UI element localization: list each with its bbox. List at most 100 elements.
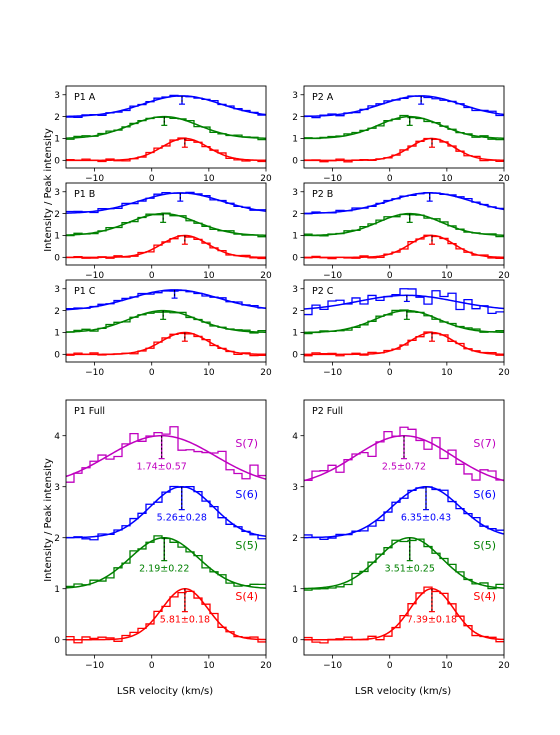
- fit-curve-s5: [304, 309, 504, 334]
- plot-area-p1-b: [66, 191, 266, 260]
- panel-title-p2-b: P2 B: [312, 189, 333, 200]
- x-tick-label: 10: [203, 271, 215, 281]
- y-tick-label: 2: [54, 210, 60, 220]
- plot-area-p2-full: [304, 426, 504, 644]
- x-tick-label: 20: [260, 174, 272, 184]
- spectrum-s4: [66, 590, 266, 644]
- fit-curve-s4: [304, 331, 504, 356]
- series-label-s7: S(7): [473, 437, 496, 450]
- x-tick-label: −10: [323, 661, 342, 671]
- fit-curve-s5: [66, 536, 266, 589]
- y-tick-label: 1: [292, 232, 298, 242]
- fit-curve-s5: [66, 309, 266, 334]
- axes-frame-p2-c: [303, 279, 505, 363]
- y-tick-label: 4: [54, 432, 60, 442]
- axes-frame-p2-a: [303, 85, 505, 169]
- y-tick-label: 3: [54, 483, 60, 493]
- y-tick-label: 0: [292, 351, 298, 361]
- fit-curve-s5: [304, 536, 504, 590]
- y-tick-label: 3: [54, 188, 60, 198]
- panel-title-p1-c: P1 C: [74, 286, 96, 297]
- y-tick-label: 3: [292, 285, 298, 295]
- x-tick-label: 20: [498, 174, 510, 184]
- y-tick-label: 0: [54, 351, 60, 361]
- x-tick-label: 0: [387, 174, 393, 184]
- x-tick-label: −10: [323, 368, 342, 378]
- x-tick-label: 10: [441, 368, 453, 378]
- panel-p2-a: −10 0 10 20 0 1 2 3 P2 A: [292, 85, 510, 184]
- fit-curve-s6: [66, 95, 266, 118]
- series-label-s5: S(5): [235, 539, 258, 552]
- y-tick-label: 1: [54, 585, 60, 595]
- plot-area-p2-a: [304, 95, 504, 163]
- panel-p2-full: 7.39±0.18 S(4) 3.51±0.25 S(5) 6.35±0.43 S(6) 2…: [292, 399, 510, 671]
- panel-title-p1-full: P1 Full: [74, 406, 105, 417]
- y-tick-label: 2: [292, 534, 298, 544]
- fit-curve-s4: [66, 331, 266, 356]
- panel-p1-c: −10 0 10 20 0 1 2 3 P1 C: [54, 279, 272, 378]
- axes-frame-p1-full: [65, 399, 267, 656]
- x-tick-label: −10: [323, 174, 342, 184]
- upper-y-axis-label: Intensity / Peak intensity: [43, 128, 54, 252]
- fit-curve-s5: [66, 115, 266, 139]
- axes-frame-p1-c: [65, 279, 267, 363]
- panel-p1-full: 5.81±0.18 S(4) 2.19±0.22 S(5) 5.26±0.28 S(6) 1…: [54, 399, 272, 671]
- panel-title-p2-full: P2 Full: [312, 406, 343, 417]
- y-tick-label: 1: [292, 585, 298, 595]
- spectrum-s6: [66, 94, 266, 118]
- x-tick-label: −10: [85, 661, 104, 671]
- velocity-annotation-s6: 6.35±0.43: [401, 513, 451, 524]
- panel-title-p1-a: P1 A: [74, 92, 96, 103]
- fit-curve-s4: [66, 587, 266, 641]
- x-tick-label: 10: [203, 661, 215, 671]
- fit-curve-s6: [304, 294, 504, 310]
- fit-curve-s6: [304, 485, 504, 539]
- p2-x-axis-label: LSR velocity (km/s): [355, 686, 451, 697]
- y-tick-label: 4: [292, 432, 298, 442]
- x-tick-label: −10: [85, 271, 104, 281]
- lower-y-axis-label: Intensity / Peak intensity: [43, 458, 54, 582]
- y-tick-label: 0: [292, 636, 298, 646]
- y-tick-label: 0: [54, 254, 60, 264]
- x-tick-label: 10: [203, 174, 215, 184]
- series-label-s7: S(7): [235, 437, 258, 450]
- y-tick-label: 1: [54, 329, 60, 339]
- x-tick-label: 10: [203, 368, 215, 378]
- x-tick-label: 10: [441, 271, 453, 281]
- x-tick-label: 0: [149, 271, 155, 281]
- fit-curve-s6: [304, 192, 504, 215]
- panel-p1-a: −10 0 10 20 0 1 2 3 P1 A: [54, 85, 272, 184]
- x-tick-label: 0: [387, 271, 393, 281]
- x-tick-label: 0: [387, 368, 393, 378]
- spectrum-s4: [304, 586, 504, 644]
- x-tick-label: −10: [323, 271, 342, 281]
- panel-p2-b: −10 0 10 20 0 1 2 3 P2 B: [292, 182, 510, 281]
- y-tick-label: 1: [54, 135, 60, 145]
- y-tick-label: 3: [54, 285, 60, 295]
- fit-curve-s4: [304, 234, 504, 259]
- spectrum-s7: [304, 426, 504, 481]
- velocity-annotation-s4: 7.39±0.18: [407, 615, 457, 626]
- fit-curve-s4: [304, 587, 504, 641]
- axes-frame-p2-b: [303, 182, 505, 266]
- y-tick-label: 2: [292, 307, 298, 317]
- velocity-annotation-s4: 5.81±0.18: [160, 615, 210, 626]
- velocity-annotation-s7: 2.5±0.72: [382, 462, 426, 473]
- x-tick-label: 20: [260, 271, 272, 281]
- fit-curve-s4: [66, 234, 266, 259]
- plot-area-p1-a: [66, 94, 266, 163]
- fit-curve-s6: [66, 192, 266, 214]
- spectrum-s6: [304, 486, 504, 540]
- fit-curve-s5: [66, 212, 266, 237]
- fit-curve-s5: [304, 115, 504, 140]
- series-label-s4: S(4): [473, 590, 496, 603]
- plot-area-p1-c: [66, 289, 266, 357]
- velocity-annotation-s7: 1.74±0.57: [137, 462, 187, 473]
- x-tick-label: 20: [260, 661, 272, 671]
- plot-area-p2-c: [304, 288, 504, 357]
- series-label-s6: S(6): [235, 488, 258, 501]
- spectrum-s5: [304, 114, 504, 141]
- fit-curve-s6: [66, 485, 266, 539]
- y-tick-label: 0: [54, 636, 60, 646]
